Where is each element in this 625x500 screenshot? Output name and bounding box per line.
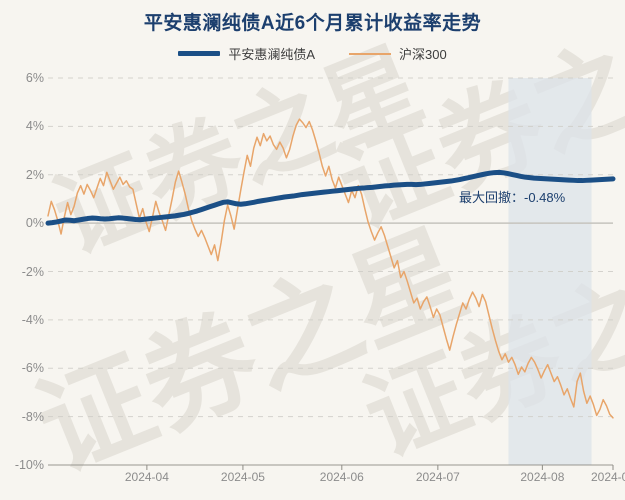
chart-legend: 平安惠澜纯债A 沪深300 bbox=[0, 44, 625, 63]
x-axis-tick-label: 2024-08 bbox=[520, 470, 565, 484]
series-line-fund bbox=[45, 169, 616, 226]
x-axis-tick-label: 2024-07 bbox=[415, 470, 460, 484]
series-line-benchmark bbox=[47, 118, 614, 419]
max-drawdown-annotation: 最大回撤：-0.48% bbox=[459, 190, 566, 205]
y-axis-tick-label: -2% bbox=[21, 264, 44, 279]
y-axis-tick-label: -8% bbox=[21, 409, 44, 424]
y-axis-tick-label: 2% bbox=[25, 167, 44, 182]
x-axis-tick-label: 2024-06 bbox=[319, 470, 364, 484]
x-axis-labels: 2024-04 2024-05 2024-06 2024-07 2024-08 2024-… bbox=[0, 470, 625, 496]
page-title: 平安惠澜纯债A近6个月累计收益率走势 bbox=[143, 13, 482, 34]
y-axis-tick-label: -10% bbox=[14, 458, 44, 472]
legend-swatch-fund bbox=[178, 51, 221, 56]
y-axis-tick-label: -4% bbox=[21, 312, 44, 327]
legend-item-benchmark[interactable]: 沪深300 bbox=[348, 44, 447, 63]
y-axis-tick-label: 6% bbox=[25, 71, 44, 85]
legend-label-benchmark: 沪深300 bbox=[398, 47, 447, 62]
y-axis-tick-label: 4% bbox=[25, 119, 44, 134]
x-axis-tick-label: 2024-09 bbox=[590, 470, 625, 484]
x-axis-tick-label: 2024-04 bbox=[124, 470, 169, 484]
y-axis-tick-label: 0% bbox=[25, 216, 44, 231]
y-axis-labels: 6% 4% 2% 0% -2% -4% -6% -8% -10% bbox=[0, 0, 44, 500]
x-axis-tick-label: 2024-05 bbox=[220, 470, 265, 484]
legend-swatch-benchmark bbox=[348, 52, 391, 55]
legend-label-fund: 平安惠澜纯债A bbox=[228, 47, 315, 62]
y-axis-tick-label: -6% bbox=[21, 361, 44, 376]
legend-item-fund[interactable]: 平安惠澜纯债A bbox=[178, 44, 315, 63]
